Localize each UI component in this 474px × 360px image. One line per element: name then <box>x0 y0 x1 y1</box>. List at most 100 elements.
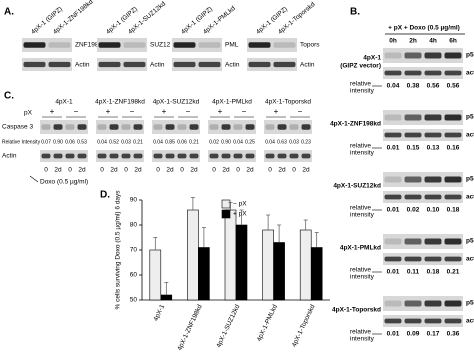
band <box>384 114 402 121</box>
intensity-label: relative <box>350 143 371 150</box>
blot <box>383 172 463 187</box>
band <box>209 124 219 130</box>
px-sign: + <box>162 107 167 116</box>
band <box>123 61 146 68</box>
band <box>424 70 442 76</box>
blot <box>383 253 463 265</box>
intensity-value: 0.21 <box>133 139 143 145</box>
timepoint: 0h <box>389 38 397 45</box>
blot <box>40 120 88 134</box>
y-axis-label: % cells surviving Doxo (0.5 µg/ml) 6 day… <box>115 190 122 310</box>
intensity-value: 0.18 <box>447 207 460 214</box>
time-label: 0 <box>268 167 272 174</box>
band <box>121 124 131 130</box>
timepoint: 6h <box>449 38 457 45</box>
intensity-value: 0.16 <box>447 145 460 152</box>
intensity-value: 0.04 <box>265 139 275 145</box>
band <box>404 114 422 121</box>
band <box>424 256 442 262</box>
intensity-value: 0.01 <box>387 269 400 276</box>
band <box>133 124 143 130</box>
band <box>98 61 121 68</box>
band <box>384 194 402 200</box>
time-label: 0 <box>100 167 104 174</box>
band <box>245 124 255 130</box>
blot <box>247 38 297 52</box>
bar <box>273 242 285 301</box>
panel-label: A. <box>4 7 14 18</box>
blot <box>152 120 200 134</box>
intensity-value: 0.23 <box>301 139 311 145</box>
band <box>404 238 422 245</box>
intensity-value: 0.85 <box>165 139 175 145</box>
band <box>165 124 175 130</box>
y-tick-label: 70 <box>130 247 138 254</box>
blot <box>208 150 256 162</box>
intensity-label: relative <box>350 205 371 212</box>
band <box>424 300 442 307</box>
band <box>384 132 402 138</box>
intensity-value: 0.09 <box>407 331 420 338</box>
bar <box>224 209 237 301</box>
intensity-value: 0.90 <box>221 139 231 145</box>
loading-label: actin <box>466 194 474 201</box>
time-label: 0 <box>156 167 160 174</box>
band <box>404 176 422 183</box>
band <box>404 318 422 324</box>
time-label: 2d <box>54 167 62 174</box>
band <box>48 42 71 48</box>
band <box>77 153 87 159</box>
timepoint: 2h <box>409 38 417 45</box>
intensity-value: 0.04 <box>97 139 107 145</box>
band <box>41 153 51 159</box>
px-sign: + <box>274 107 279 116</box>
band <box>133 153 143 159</box>
band <box>301 153 311 159</box>
band <box>48 61 71 68</box>
band <box>198 61 221 68</box>
intensity-value: 0.90 <box>53 139 63 145</box>
band <box>153 153 163 159</box>
cell-line-label: 4pX-1 <box>363 55 381 62</box>
band <box>404 52 422 59</box>
intensity-value: 0.53 <box>77 139 87 145</box>
intensity-label: intensity <box>350 150 375 157</box>
blot <box>383 48 463 63</box>
arrow <box>29 175 39 183</box>
group-label: 4pX-1-SUZ12kd <box>153 99 200 106</box>
band <box>177 153 187 159</box>
band <box>404 300 422 307</box>
blot <box>383 234 463 249</box>
legend-swatch <box>221 209 231 219</box>
band <box>444 52 462 59</box>
time-label: 2d <box>190 167 198 174</box>
intensity-value: 0.06 <box>65 139 75 145</box>
band <box>265 124 275 130</box>
band <box>289 153 299 159</box>
band <box>41 124 51 130</box>
intensity-label: relative <box>350 81 371 88</box>
blot <box>264 150 312 162</box>
time-label: 2d <box>222 167 230 174</box>
band <box>121 153 131 159</box>
intensity-value: 0.07 <box>41 139 51 145</box>
blot <box>383 129 463 141</box>
cell-line-label: 4pX-1-ZNF198kd <box>330 121 381 128</box>
band <box>153 124 163 130</box>
intensity-value: 0.56 <box>447 83 460 90</box>
time-label: 0 <box>292 167 296 174</box>
time-label: 0 <box>236 167 240 174</box>
legend-swatch <box>221 199 231 209</box>
band <box>245 153 255 159</box>
blot <box>40 150 88 162</box>
bar <box>160 294 173 301</box>
group-label: 4pX-1 <box>55 99 73 106</box>
intensity-value: 0.04 <box>233 139 243 145</box>
x-tick-label: 4pX-1-ZNF198kd <box>176 303 204 351</box>
band <box>424 132 442 138</box>
loading-label: Actin <box>2 153 17 160</box>
px-sign: − <box>298 107 303 116</box>
time-label: 2d <box>78 167 86 174</box>
blot <box>96 120 144 134</box>
